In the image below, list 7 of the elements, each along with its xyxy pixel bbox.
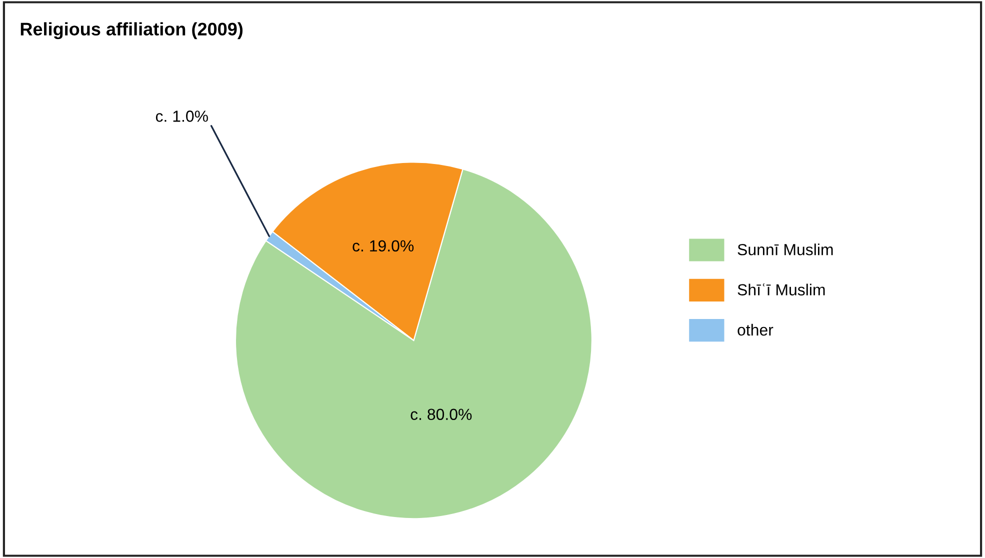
data-label: c. 19.0%: [352, 240, 414, 252]
legend-label: Sunnī Muslim: [738, 244, 833, 256]
chart-title: Religious affiliation (2009): [20, 22, 243, 40]
data-label: c. 80.0%: [410, 408, 472, 420]
legend-label: Shīʿī Muslim: [738, 283, 825, 296]
data-label: c. 1.0%: [156, 110, 208, 122]
legend-label: other: [738, 324, 774, 336]
